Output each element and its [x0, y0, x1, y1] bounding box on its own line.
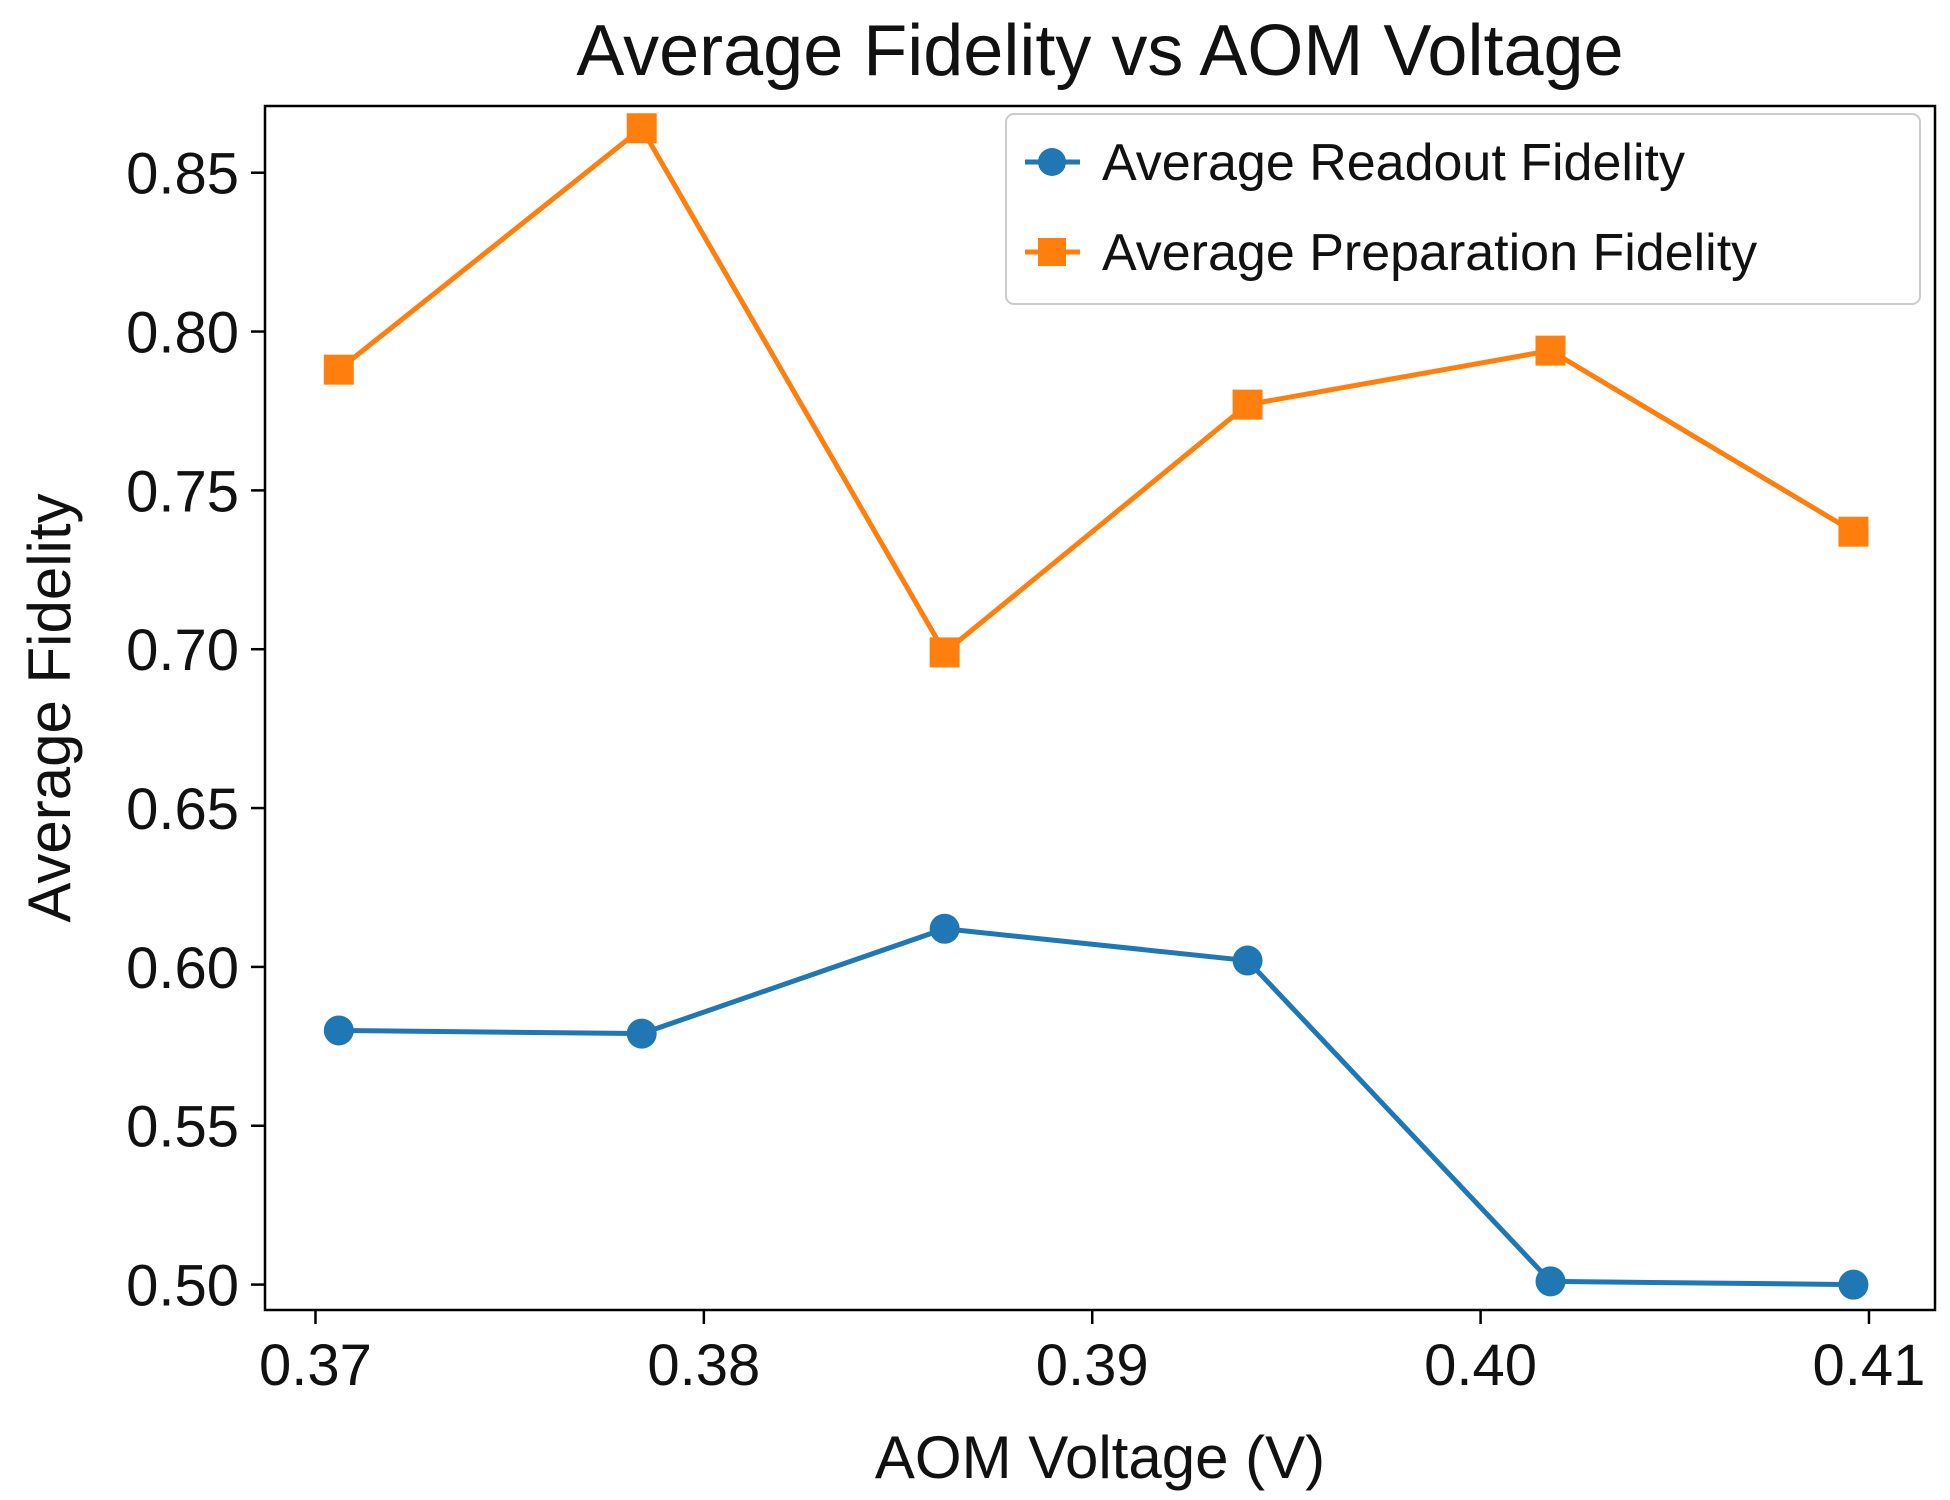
- chart-title: Average Fidelity vs AOM Voltage: [576, 11, 1623, 91]
- x-tick-label: 0.37: [259, 1333, 372, 1398]
- y-axis-ticks: 0.50 0.55 0.60 0.65 0.70 0.75 0.80 0.85: [126, 142, 265, 1319]
- y-tick-label: 0.65: [126, 777, 239, 842]
- data-point-readout: [1232, 945, 1263, 976]
- legend-preparation-label: Average Preparation Fidelity: [1102, 224, 1757, 282]
- legend: Average Readout Fidelity Average Prepara…: [1005, 113, 1921, 305]
- x-tick-label: 0.41: [1813, 1333, 1926, 1398]
- data-point-readout: [626, 1018, 657, 1049]
- y-axis-label: Average Fidelity: [16, 493, 83, 922]
- data-point-readout: [323, 1015, 354, 1046]
- y-tick-label: 0.80: [126, 301, 239, 366]
- y-tick-label: 0.55: [126, 1095, 239, 1160]
- y-tick-label: 0.85: [126, 142, 239, 207]
- y-tick-label: 0.60: [126, 936, 239, 1001]
- y-tick-label: 0.50: [126, 1254, 239, 1319]
- data-point-preparation: [1535, 335, 1566, 366]
- legend-box: [1005, 113, 1921, 305]
- legend-preparation-marker: [1038, 238, 1066, 266]
- series-line-readout: [338, 926, 1854, 1288]
- series-line-preparation: [337, 125, 1855, 655]
- data-point-readout: [1838, 1269, 1869, 1300]
- x-tick-label: 0.40: [1424, 1333, 1537, 1398]
- y-tick-label: 0.70: [126, 618, 239, 683]
- series-layer: [323, 113, 1869, 1300]
- legend-readout-label: Average Readout Fidelity: [1102, 134, 1685, 192]
- data-point-readout: [1535, 1266, 1566, 1297]
- legend-readout-marker: [1038, 148, 1066, 176]
- y-tick-label: 0.75: [126, 459, 239, 524]
- x-axis-ticks: 0.37 0.38 0.39 0.40 0.41: [259, 1310, 1925, 1398]
- data-point-preparation: [323, 354, 354, 385]
- x-tick-label: 0.39: [1036, 1333, 1149, 1398]
- x-axis-label: AOM Voltage (V): [875, 1424, 1325, 1491]
- data-point-readout: [929, 913, 960, 944]
- data-point-preparation: [929, 637, 960, 668]
- data-point-preparation: [1838, 516, 1869, 547]
- plot-frame: [263, 104, 1937, 1312]
- data-point-preparation: [1232, 389, 1263, 420]
- data-point-preparation: [626, 113, 657, 144]
- x-tick-label: 0.38: [647, 1333, 760, 1398]
